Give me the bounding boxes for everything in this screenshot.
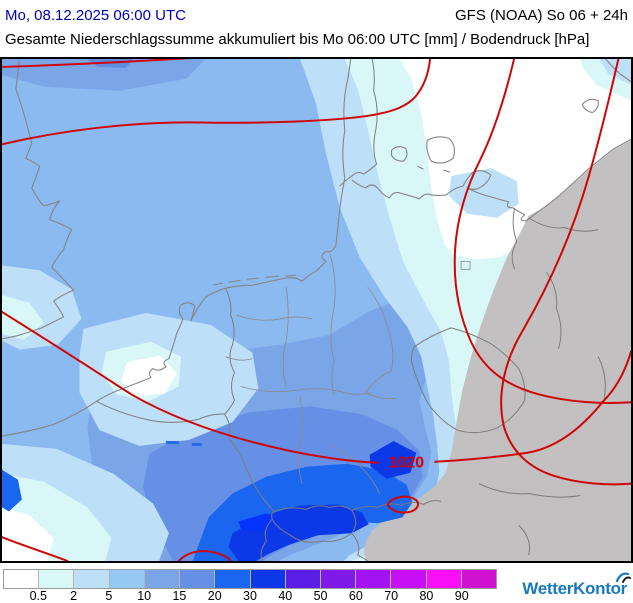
legend-tick-label: 0.5	[29, 589, 47, 603]
legend-tick-label: 60	[348, 589, 363, 603]
legend-tick-label: 30	[243, 589, 257, 603]
map-canvas: 1020	[2, 59, 631, 561]
coast-baltic	[351, 138, 631, 222]
legend-cell	[4, 570, 40, 588]
isobar-1020-east	[434, 350, 631, 463]
legend: 0.5 2 5 10 15 20 30 40 50 60 70 80 90 WetterKontor	[0, 563, 633, 603]
wetterkontor-logo: WetterKontor	[522, 572, 631, 598]
legend-cell	[180, 570, 216, 588]
legend-cell	[391, 570, 427, 588]
coast-sweden	[605, 59, 631, 83]
legend-tick-label: 90	[454, 589, 469, 603]
isobar-2	[2, 59, 431, 146]
isobars	[2, 59, 631, 561]
legend-tick-label: 5	[105, 589, 113, 603]
isobar-closed-loop	[386, 495, 419, 514]
small-islands	[417, 165, 451, 173]
isobar-corner	[2, 536, 69, 561]
legend-cell	[109, 570, 145, 588]
pressure-label: 1020	[389, 455, 425, 472]
legend-tick-label: 10	[137, 589, 152, 603]
legend-tick-label: 80	[419, 589, 434, 603]
legend-tick-labels: 0.5 2 5 10 15 20 30 40 50 60 70 80 90	[3, 589, 497, 603]
state-borders	[225, 253, 471, 494]
legend-cell	[461, 570, 497, 588]
legend-cell	[356, 570, 392, 588]
weather-map: 1020	[0, 57, 633, 563]
legend-cell	[144, 570, 181, 588]
wetterkontor-bird-icon	[615, 570, 631, 588]
isobar-1	[2, 59, 191, 68]
country-borders	[96, 207, 606, 561]
legend-color-scale	[3, 569, 497, 589]
coast-jutland-east	[339, 59, 378, 187]
legend-cell	[74, 570, 110, 588]
isobar-3	[453, 59, 631, 404]
header-model-run: GFS (NOAA) So 06 + 24h	[455, 7, 628, 24]
isobar-tail	[177, 550, 232, 561]
legend-tick-label: 20	[207, 589, 222, 603]
legend-tick-label: 2	[70, 589, 78, 603]
legend-cell	[215, 570, 251, 588]
legend-cell	[250, 570, 286, 588]
island-zealand	[426, 136, 455, 164]
logo-text: WetterKontor	[522, 579, 627, 598]
coast-german-bight	[225, 177, 346, 289]
frisian-islands	[212, 274, 297, 286]
isobar-1020-west	[2, 310, 379, 464]
legend-tick-label: 70	[384, 589, 399, 603]
legend-cell	[320, 570, 357, 588]
coast-britain	[2, 59, 75, 340]
legend-cell	[39, 570, 75, 588]
legend-cell	[426, 570, 462, 588]
map-title: Gesamte Niederschlagssumme akkumuliert b…	[5, 31, 590, 48]
island-bornholm	[581, 98, 599, 114]
header: Mo, 08.12.2025 06:00 UTC GFS (NOAA) So 0…	[0, 0, 633, 57]
coast-continent	[2, 287, 226, 437]
island-funen	[390, 146, 408, 162]
isobar-4	[500, 59, 631, 486]
legend-cell	[285, 570, 321, 588]
legend-tick-label: 15	[172, 589, 187, 603]
coast-jutland-west	[342, 59, 352, 179]
header-datetime: Mo, 08.12.2025 06:00 UTC	[5, 7, 186, 24]
coastlines	[2, 59, 631, 437]
legend-tick-label: 40	[278, 589, 293, 603]
legend-tick-label: 50	[313, 589, 328, 603]
